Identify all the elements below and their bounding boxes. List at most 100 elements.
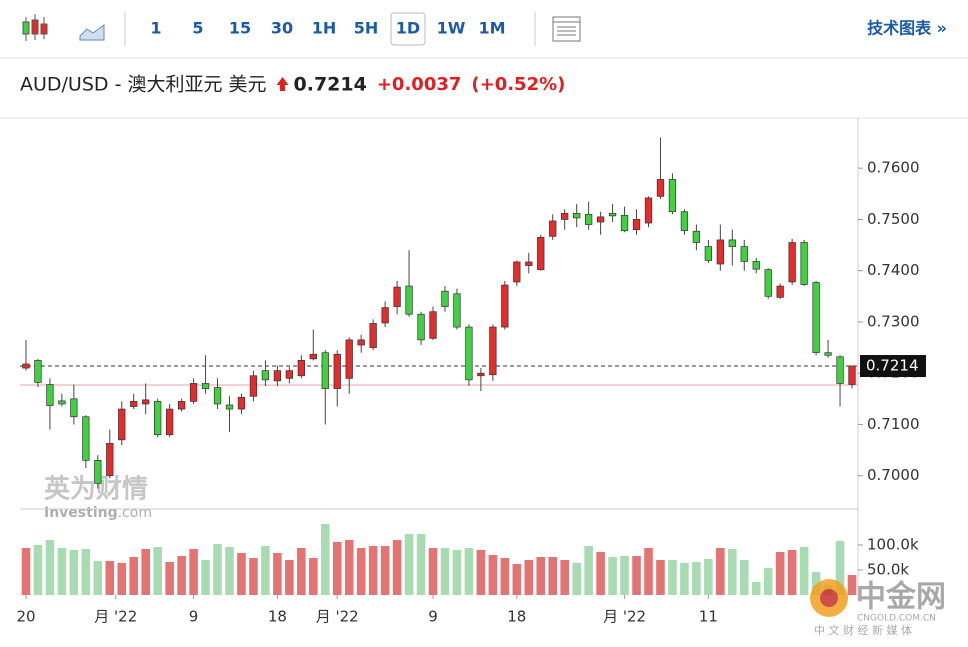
volume-bar xyxy=(799,547,809,595)
interval-button[interactable]: 5 xyxy=(192,19,203,38)
volume-bar xyxy=(344,540,354,595)
volume-bar xyxy=(416,534,426,595)
interval-button[interactable]: 30 xyxy=(271,19,293,38)
candle-body xyxy=(441,290,449,307)
volume-bar xyxy=(596,552,605,595)
volume-bar xyxy=(572,563,581,595)
volume-bar xyxy=(33,545,43,595)
volume-bar xyxy=(368,546,378,595)
y-tick-label: 0.7400 xyxy=(867,261,920,279)
volume-bar xyxy=(81,549,91,595)
volume-bar xyxy=(45,540,55,595)
candle-body xyxy=(848,365,856,385)
area-icon[interactable] xyxy=(79,24,105,41)
volume-bar xyxy=(165,562,174,595)
watermark-brand: Investing.com xyxy=(44,505,152,521)
candle-body xyxy=(142,399,150,405)
candle-body xyxy=(273,370,282,382)
interval-button[interactable]: 1W xyxy=(437,19,466,38)
technical-chart-link[interactable]: 技术图表 » xyxy=(867,19,947,38)
candle-body xyxy=(752,261,760,270)
volume-bar xyxy=(452,550,462,595)
volume-bar xyxy=(105,561,115,595)
candle-body xyxy=(201,383,210,389)
candle-body xyxy=(417,313,425,341)
candle-body xyxy=(644,197,653,224)
candle-body xyxy=(680,211,689,232)
volume-bar xyxy=(500,558,510,595)
last-price: 0.7214 xyxy=(294,74,367,96)
volume-bar xyxy=(189,549,198,595)
y-tick-label: 0.7300 xyxy=(867,312,920,330)
candle-body xyxy=(34,360,42,383)
candle-body xyxy=(477,372,485,377)
volume-bar xyxy=(608,557,617,595)
volume-bar xyxy=(524,560,534,595)
x-tick-label: 月 '22 xyxy=(603,608,646,626)
y-tick-label: 0.7500 xyxy=(867,210,920,228)
price-change: +0.0037 xyxy=(377,74,462,95)
candle-body xyxy=(501,284,509,328)
x-tick-label: 20 xyxy=(16,608,35,626)
volume-bar xyxy=(476,550,486,595)
volume-bar xyxy=(656,560,665,595)
candle-body xyxy=(393,286,401,307)
price-change-percent: (+0.52%) xyxy=(471,74,565,95)
volume-bar xyxy=(440,548,450,595)
volume-bar xyxy=(153,547,162,595)
volume-bar xyxy=(93,561,103,595)
candle-body xyxy=(525,261,533,266)
volume-bar xyxy=(320,524,330,595)
candle-body xyxy=(46,384,54,406)
volume-bar xyxy=(728,549,737,595)
candle-body xyxy=(369,323,377,348)
interval-button[interactable]: 5H xyxy=(354,19,379,38)
volume-bar xyxy=(129,557,139,595)
candle-body xyxy=(237,396,246,410)
volume-bar xyxy=(620,556,629,595)
table-icon[interactable] xyxy=(552,16,581,42)
interval-button[interactable]: 1H xyxy=(312,19,337,38)
volume-bar xyxy=(69,550,79,595)
volume-bar xyxy=(692,562,701,595)
volume-bar xyxy=(297,548,306,595)
interval-buttons: 1 5 15 30 1H 5H 1D 1W 1M xyxy=(150,12,506,46)
volume-bar xyxy=(536,557,546,595)
volume-bar xyxy=(464,548,474,595)
volume-bar xyxy=(177,556,186,595)
candle-body xyxy=(537,237,545,271)
candle-body xyxy=(489,326,497,376)
up-arrow xyxy=(276,77,289,91)
volume-bar xyxy=(680,563,689,595)
candle-body xyxy=(154,401,162,436)
volume-bar xyxy=(847,575,857,595)
candle-body xyxy=(585,213,593,225)
plot: 0.70000.71000.72000.73000.74000.75000.76… xyxy=(16,118,926,626)
interval-button[interactable]: 1D xyxy=(396,19,420,38)
candle-body xyxy=(620,214,629,232)
candle-body xyxy=(166,408,174,436)
candle-body xyxy=(596,216,605,223)
volume-bar xyxy=(584,546,593,595)
candle-body xyxy=(285,370,293,379)
volume-bar xyxy=(775,552,785,595)
candle-body xyxy=(429,311,437,339)
volume-tick-label: 50.0k xyxy=(867,561,909,579)
volume-bar xyxy=(201,560,210,595)
x-tick-label: 9 xyxy=(428,608,438,626)
watermark-brand-suffix: .com xyxy=(118,505,152,521)
interval-button[interactable]: 15 xyxy=(229,19,251,38)
candle-body xyxy=(728,239,736,247)
volume-bar xyxy=(644,548,653,595)
volume-bar xyxy=(249,558,258,595)
instrument-title: AUD/USD - 澳大利亚元 美元 xyxy=(20,74,267,96)
volume-bar xyxy=(739,560,749,595)
interval-button[interactable]: 1 xyxy=(150,19,161,38)
candle-icon[interactable] xyxy=(22,14,48,41)
volume-bar xyxy=(380,546,390,595)
candle-body xyxy=(94,459,102,484)
x-tick-label: 9 xyxy=(189,608,199,626)
candle-body xyxy=(321,352,329,389)
interval-button[interactable]: 1M xyxy=(478,19,505,38)
